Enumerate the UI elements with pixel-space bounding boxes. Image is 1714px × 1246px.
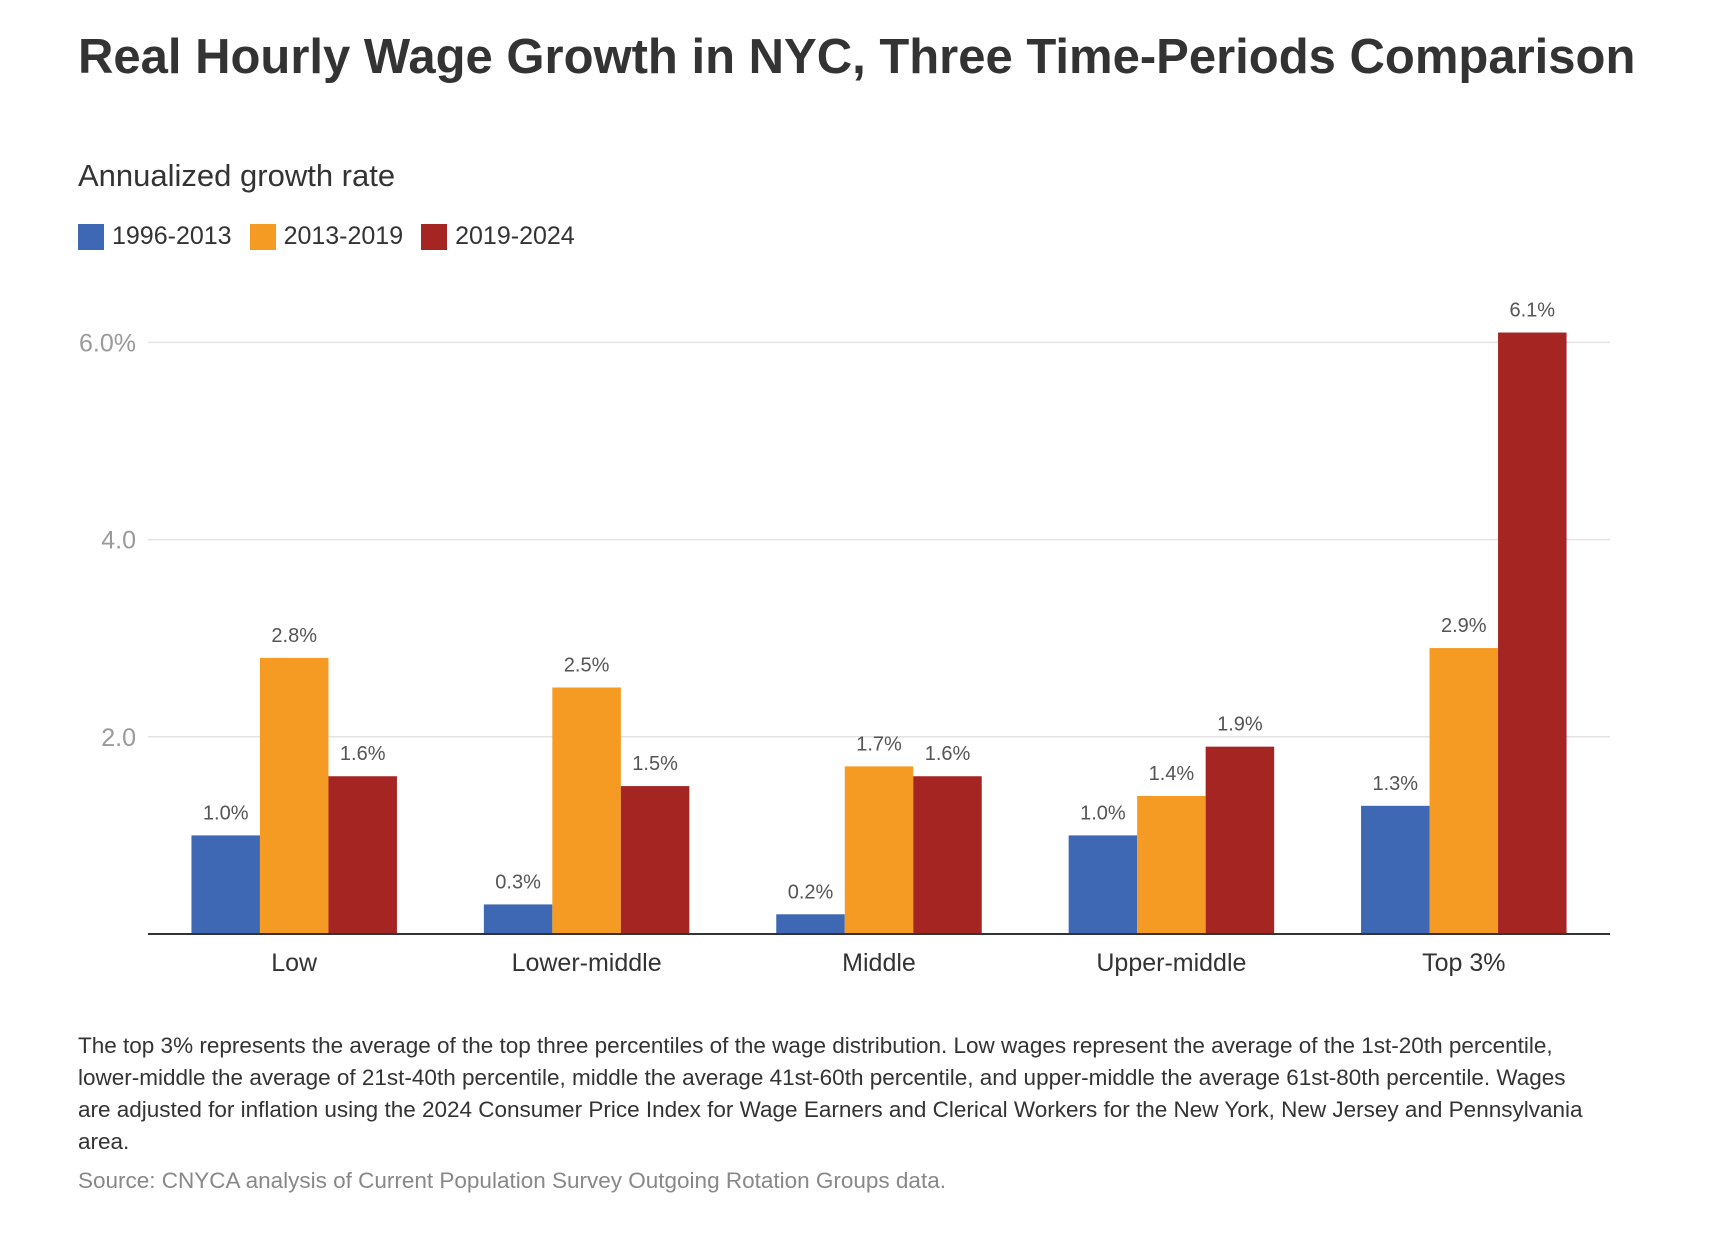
- data-label-2013-2019-low: 2.8%: [271, 625, 317, 647]
- chart-title: Real Hourly Wage Growth in NYC, Three Ti…: [78, 30, 1636, 84]
- bar-1996-2013-top-3-: [1361, 805, 1430, 934]
- data-label-1996-2013-lower-middle: 0.3%: [495, 871, 541, 893]
- bar-1996-2013-low: [191, 835, 260, 934]
- bar-2019-2024-lower-middle: [620, 786, 690, 934]
- legend-item-1996-2013: 1996-2013: [78, 222, 232, 251]
- bar-2013-2019-upper-middle: [1137, 795, 1206, 934]
- bar-1996-2013-upper-middle: [1068, 835, 1138, 934]
- bar-2013-2019-lower-middle: [552, 687, 621, 934]
- x-tick-label-low: Low: [271, 949, 318, 977]
- x-tick-label-top-3-: Top 3%: [1422, 949, 1505, 977]
- data-label-1996-2013-low: 1.0%: [203, 802, 249, 824]
- x-tick-label-upper-middle: Upper-middle: [1096, 949, 1246, 977]
- legend-item-2019-2024: 2019-2024: [421, 222, 575, 251]
- data-label-2013-2019-lower-middle: 2.5%: [564, 655, 610, 677]
- chart-source: Source: CNYCA analysis of Current Popula…: [78, 1168, 946, 1193]
- legend-swatch-2013-2019: [249, 223, 276, 250]
- legend-swatch-1996-2013: [78, 223, 104, 250]
- chart-subtitle: Annualized growth rate: [78, 158, 396, 193]
- bar-chart: 2.0 4.0 6.0% 1.0% 2.8% 1.6% Low 0.3% 2.5% 1.5% Low…: [79, 300, 1610, 977]
- bar-1996-2013-lower-middle: [483, 904, 553, 934]
- data-label-2019-2024-low: 1.6%: [340, 743, 386, 765]
- legend-label-2013-2019: 2013-2019: [283, 222, 404, 250]
- y-tick-label-0: 2.0: [101, 724, 136, 752]
- data-label-2019-2024-top-3-: 6.1%: [1510, 300, 1556, 322]
- data-label-2013-2019-middle: 1.7%: [856, 733, 902, 755]
- x-tick-label-middle: Middle: [842, 949, 916, 977]
- bar-2019-2024-middle: [913, 776, 982, 934]
- bar-2013-2019-low: [259, 657, 329, 934]
- bar-2019-2024-upper-middle: [1205, 746, 1275, 934]
- chart-notes: The top 3% represents the average of the…: [78, 1033, 1583, 1154]
- bar-2019-2024-low: [328, 776, 397, 934]
- bar-2013-2019-top-3-: [1429, 648, 1499, 934]
- y-tick-label-1: 4.0: [101, 527, 136, 555]
- bar-1996-2013-middle: [776, 914, 845, 934]
- data-label-2019-2024-upper-middle: 1.9%: [1217, 714, 1263, 736]
- legend-label-2019-2024: 2019-2024: [455, 222, 575, 250]
- x-tick-label-lower-middle: Lower-middle: [512, 949, 662, 977]
- legend-label-1996-2013: 1996-2013: [112, 222, 232, 250]
- legend: 1996-2013 2013-2019 2019-2024: [78, 222, 575, 251]
- bar-2013-2019-middle: [844, 766, 914, 934]
- legend-item-2013-2019: 2013-2019: [249, 222, 404, 251]
- data-label-2019-2024-lower-middle: 1.5%: [632, 753, 678, 775]
- data-label-2013-2019-top-3-: 2.9%: [1441, 615, 1487, 637]
- data-label-1996-2013-upper-middle: 1.0%: [1080, 802, 1126, 824]
- y-tick-label-2: 6.0%: [79, 329, 136, 357]
- data-label-2019-2024-middle: 1.6%: [925, 743, 971, 765]
- data-label-2013-2019-upper-middle: 1.4%: [1149, 763, 1195, 785]
- bar-2019-2024-top-3-: [1498, 332, 1567, 934]
- data-label-1996-2013-top-3-: 1.3%: [1373, 773, 1419, 795]
- data-label-1996-2013-middle: 0.2%: [788, 881, 834, 903]
- legend-swatch-2019-2024: [421, 223, 448, 250]
